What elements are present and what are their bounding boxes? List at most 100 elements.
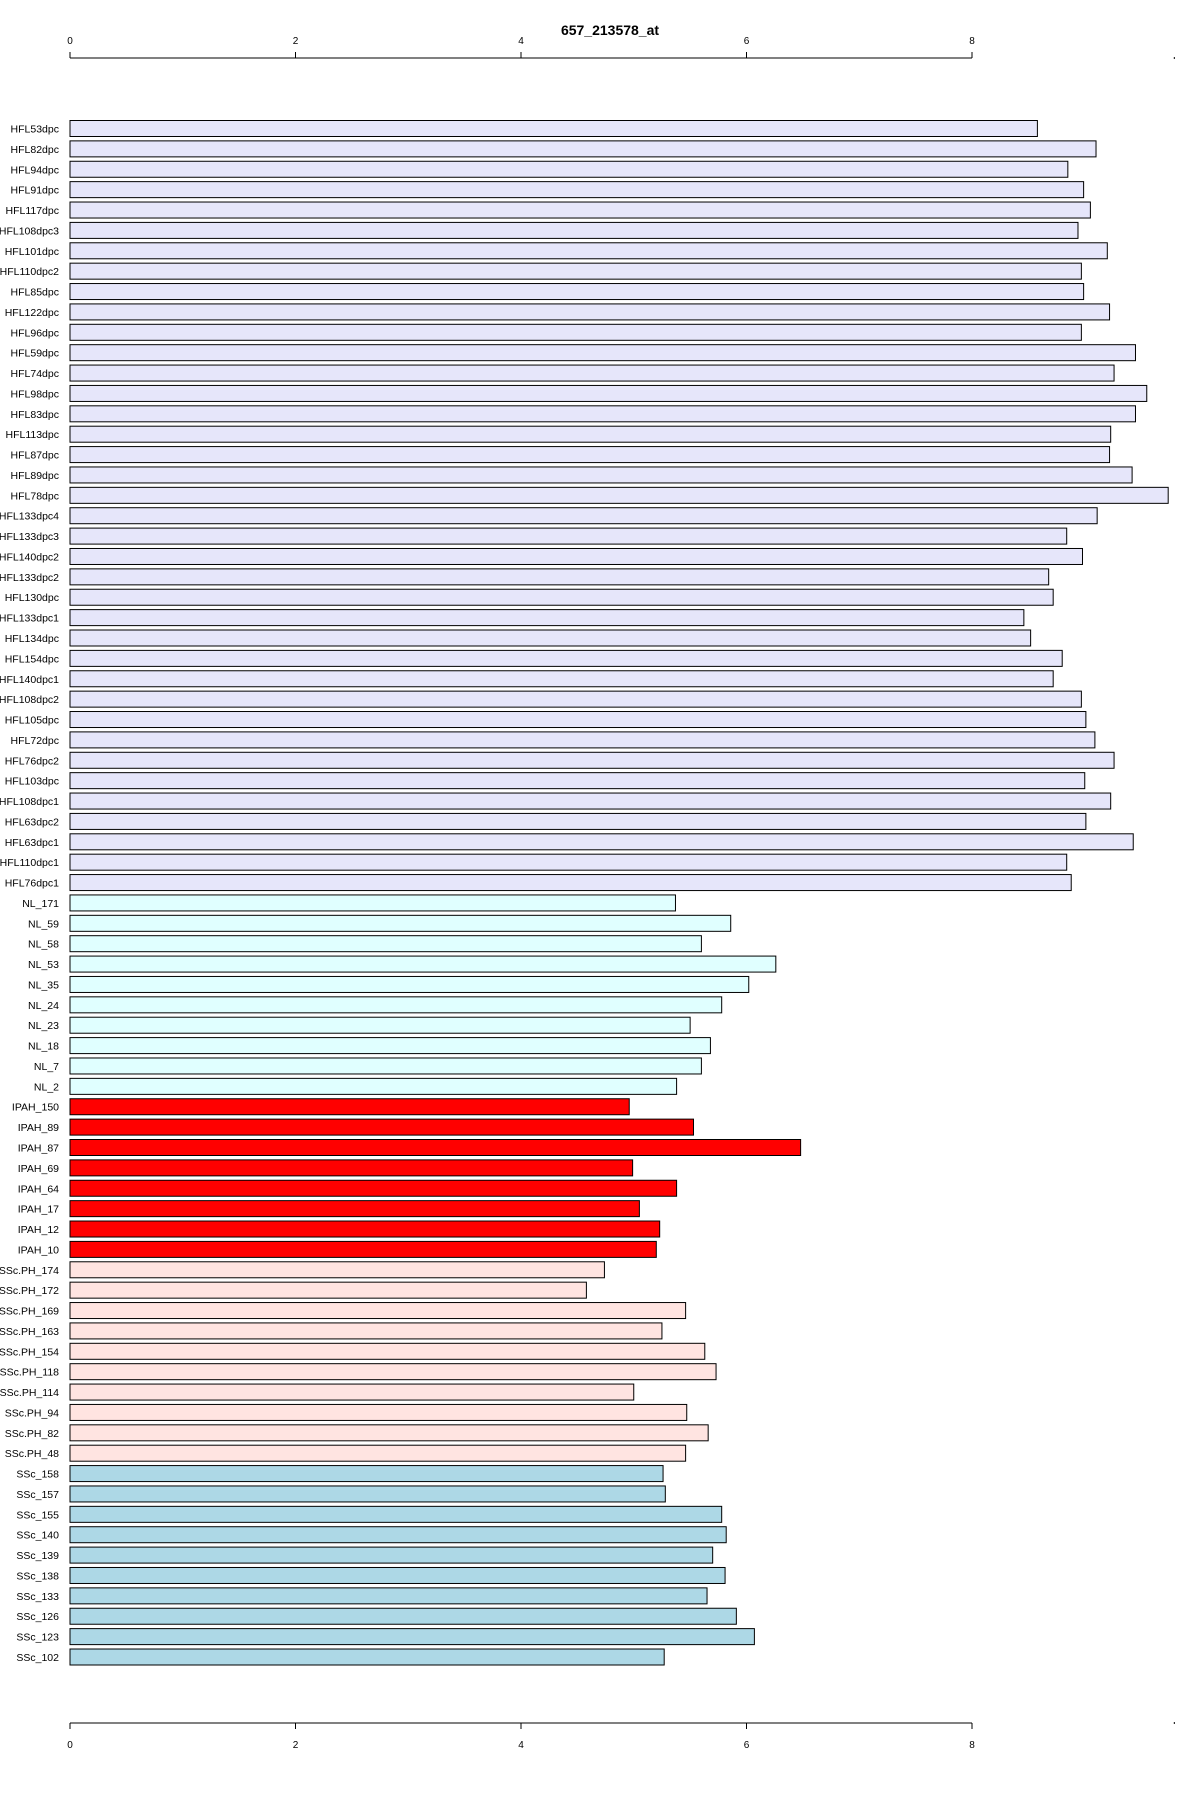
category-label: HFL82dpc xyxy=(11,144,59,156)
category-label: SSc_133 xyxy=(16,1591,59,1603)
bar-HFL110dpc2 xyxy=(69,262,1082,280)
category-label: HFL96dpc xyxy=(11,327,59,339)
category-label: IPAH_12 xyxy=(18,1224,59,1236)
bar-HFL76dpc2 xyxy=(69,751,1115,769)
bar-HFL53dpc xyxy=(69,120,1038,137)
bar-SSc.PH_163 xyxy=(69,1322,663,1340)
top-x-axis: 0 2 4 6 8 xyxy=(67,36,1175,59)
category-label: SSc_155 xyxy=(16,1509,59,1521)
bar-SSc.PH_172 xyxy=(69,1281,587,1299)
top-axis-tick-label: 6 xyxy=(744,36,750,47)
category-label: NL_59 xyxy=(28,918,59,930)
bar-IPAH_10 xyxy=(69,1240,657,1258)
category-label: HFL110dpc2 xyxy=(0,266,59,278)
bar-SSc.PH_169 xyxy=(69,1302,687,1320)
top-axis-tick-label: 0 xyxy=(67,36,73,47)
bar-HFL105dpc xyxy=(69,711,1087,729)
category-label: HFL89dpc xyxy=(11,470,59,482)
category-label: HFL94dpc xyxy=(11,164,59,176)
bar-HFL103dpc xyxy=(69,772,1086,790)
bar-SSc_139 xyxy=(69,1546,714,1564)
bar-HFL96dpc xyxy=(69,323,1082,341)
category-label: HFL76dpc1 xyxy=(5,878,59,890)
bar-SSc.PH_82 xyxy=(69,1424,709,1442)
category-label: HFL110dpc1 xyxy=(0,857,59,869)
bar-HFL63dpc1 xyxy=(69,833,1134,851)
category-label: SSc_138 xyxy=(16,1570,59,1582)
category-label: SSc.PH_163 xyxy=(0,1326,59,1338)
bar-HFL85dpc xyxy=(69,283,1085,301)
category-label: HFL91dpc xyxy=(11,185,59,197)
bar-HFL113dpc xyxy=(69,425,1112,443)
bottom-axis-tick-label: 6 xyxy=(744,1740,750,1751)
bar-SSc.PH_114 xyxy=(69,1383,635,1401)
category-label: HFL108dpc2 xyxy=(0,694,59,706)
bar-HFL134dpc xyxy=(69,629,1032,647)
bar-NL_35 xyxy=(69,975,750,993)
category-label: HFL83dpc xyxy=(11,409,59,421)
category-label: IPAH_64 xyxy=(18,1183,59,1195)
bar-SSc.PH_48 xyxy=(69,1444,687,1462)
bar-SSc_140 xyxy=(69,1526,727,1544)
bar-HFL83dpc xyxy=(69,405,1136,423)
bar-SSc_158 xyxy=(69,1465,664,1483)
category-label: IPAH_69 xyxy=(18,1163,59,1175)
category-label: HFL154dpc xyxy=(5,653,59,665)
bar-HFL78dpc xyxy=(69,486,1169,504)
category-label: SSc.PH_114 xyxy=(0,1387,59,1399)
category-label: HFL72dpc xyxy=(11,735,59,747)
category-label: SSc.PH_48 xyxy=(5,1448,59,1460)
category-label: HFL78dpc xyxy=(11,490,59,502)
category-label: SSc.PH_154 xyxy=(0,1346,59,1358)
category-label: HFL63dpc1 xyxy=(5,837,59,849)
bar-HFL72dpc xyxy=(69,731,1096,749)
bar-HFL91dpc xyxy=(69,181,1085,199)
bar-HFL63dpc2 xyxy=(69,812,1087,830)
bar-HFL133dpc1 xyxy=(69,609,1025,627)
bar-HFL108dpc1 xyxy=(69,792,1112,810)
bar-HFL59dpc xyxy=(69,344,1136,362)
bar-SSc_155 xyxy=(69,1505,723,1523)
category-label: NL_23 xyxy=(28,1020,59,1032)
category-label: NL_35 xyxy=(28,979,59,991)
bar-SSc.PH_118 xyxy=(69,1363,717,1381)
bar-NL_7 xyxy=(69,1057,702,1075)
category-label: HFL76dpc2 xyxy=(5,755,59,767)
bar-HFL98dpc xyxy=(69,384,1148,402)
category-label: IPAH_87 xyxy=(18,1143,59,1155)
category-label: HFL63dpc2 xyxy=(5,816,59,828)
bar-NL_24 xyxy=(69,996,723,1014)
bottom-axis-tick-label: 8 xyxy=(969,1740,975,1751)
bar-HFL87dpc xyxy=(69,446,1111,464)
bar-IPAH_89 xyxy=(69,1118,695,1136)
bar-NL_59 xyxy=(69,914,732,932)
category-label: IPAH_150 xyxy=(12,1102,59,1114)
bar-SSc_133 xyxy=(69,1587,708,1605)
category-label: HFL105dpc xyxy=(5,715,59,727)
category-label: NL_58 xyxy=(28,939,59,951)
bar-NL_23 xyxy=(69,1016,691,1034)
category-label: HFL53dpc xyxy=(11,124,59,136)
bar-SSc.PH_174 xyxy=(69,1261,605,1279)
bar-HFL154dpc xyxy=(69,649,1063,667)
bar-NL_58 xyxy=(69,935,702,953)
category-label: IPAH_17 xyxy=(18,1204,59,1216)
bar-HFL140dpc2 xyxy=(69,547,1083,565)
category-label: NL_24 xyxy=(28,1000,59,1012)
top-axis-tick-label: 8 xyxy=(969,36,975,47)
category-label: HFL85dpc xyxy=(11,287,59,299)
category-label: HFL140dpc2 xyxy=(0,551,59,563)
bottom-axis-tick-label: 2 xyxy=(293,1740,299,1751)
bar-SSc_138 xyxy=(69,1566,726,1584)
category-label: NL_2 xyxy=(34,1081,59,1093)
bar-HFL110dpc1 xyxy=(69,853,1068,871)
category-label: HFL117dpc xyxy=(5,205,59,217)
category-label: SSc.PH_169 xyxy=(0,1306,59,1318)
category-label: NL_18 xyxy=(28,1041,59,1053)
category-label: SSc_158 xyxy=(16,1469,59,1481)
category-label: HFL133dpc3 xyxy=(0,531,59,543)
bar-HFL133dpc3 xyxy=(69,527,1068,545)
category-label: SSc.PH_172 xyxy=(0,1285,59,1297)
category-label: HFL130dpc xyxy=(5,592,59,604)
